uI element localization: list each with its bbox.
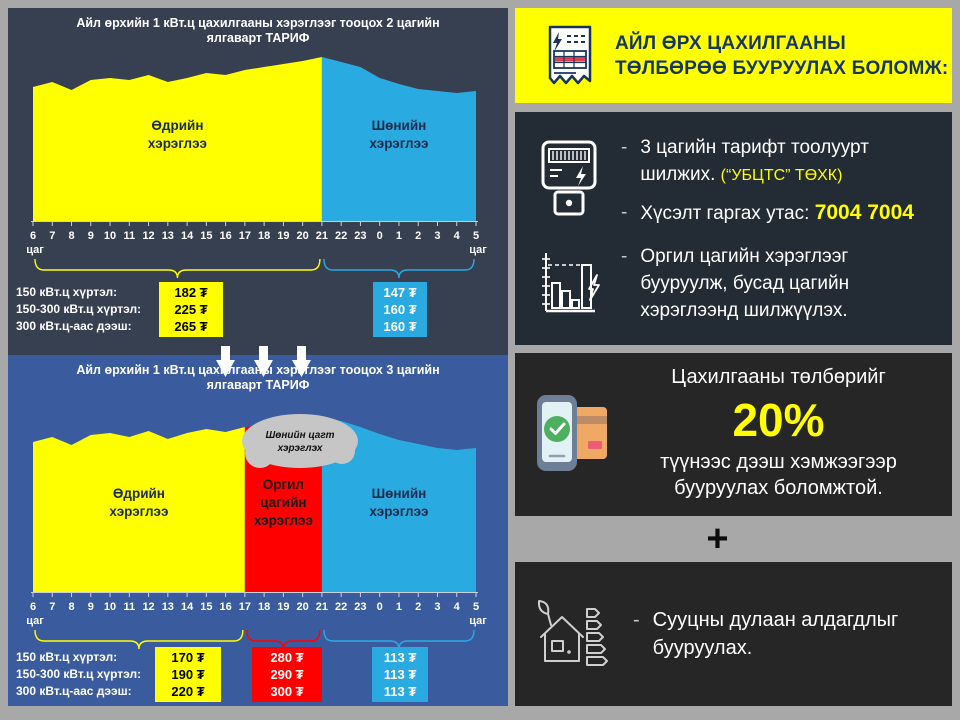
eco-house-icon	[537, 600, 608, 666]
tariff-row-labels: 150 кВт.ц хүртэл: 150-300 кВт.ц хүртэл: 30…	[16, 650, 142, 698]
advice-panel-tariff: - 3 цагийн тарифт тоолуурт шилжих. (“УБЦ…	[515, 112, 952, 345]
two-rate-tariff-table: 150 кВт.ц хүртэл: 150-300 кВт.ц хүртэл: 30…	[8, 8, 508, 355]
heat-loss-panel: - Сууцны дулаан алдагдлыг бууруулах.	[515, 562, 952, 706]
savings-percent: 20%	[732, 394, 825, 446]
electric-bill-icon	[548, 25, 592, 84]
down-arrows-icon	[216, 346, 311, 377]
tariff-value-box: 147 ₮ 160 ₮ 160 ₮	[373, 282, 427, 337]
tariff-value-box: 113 ₮ 113 ₮ 113 ₮	[372, 647, 428, 702]
company-note: (“УБЦТС” ТӨХК)	[720, 167, 843, 184]
chart-title-two-rate: Айл өрхийн 1 кВт.ц цахилгааны хэрэглээг …	[76, 16, 440, 45]
heat-loss-text: Сууцны дулаан алдагдлыг бууруулах.	[652, 609, 899, 659]
savings-line1: Цахилгааны төлбөрийг	[671, 366, 886, 388]
advice-text: Оргил цагийн хэрэглээг бууруулж, бусад ц…	[640, 246, 850, 321]
tariff-value-box: 170 ₮ 190 ₮ 220 ₮	[155, 647, 221, 702]
savings-line2: түүнээс дээш хэмжээгээр бууруулах боломж…	[660, 451, 897, 499]
savings-text: Цахилгааны төлбөрийг 20% түүнээс дээш хэ…	[613, 363, 944, 501]
two-rate-tariff-chart-panel: Айл өрхийн 1 кВт.ц цахилгааны хэрэглээг …	[8, 8, 508, 355]
phone-number: 7004 7004	[814, 201, 914, 224]
advice-item-phone: - Хүсэлт гаргах утас: 7004 7004	[621, 199, 932, 227]
savings-panel: Цахилгааны төлбөрийг 20% түүнээс дээш хэ…	[515, 353, 952, 516]
advice-text: 3 цагийн тарифт тоолуурт шилжих.	[640, 137, 869, 185]
bullet-dash: -	[621, 137, 628, 158]
plus-sign: +	[706, 517, 729, 560]
peak-load-chart-icon	[542, 252, 600, 312]
chart-title-three-rate: Айл өрхийн 1 кВт.ц цахилгааны хэрэглээг …	[76, 363, 440, 392]
advice-item-shift-load: - Оргил цагийн хэрэглээг бууруулж, бусад…	[621, 243, 932, 324]
bullet-dash: -	[621, 246, 628, 267]
heat-loss-item: - Сууцны дулаан алдагдлыг бууруулах.	[633, 606, 923, 662]
header-title: АЙЛ ӨРХ ЦАХИЛГААНЫ ТӨЛБӨРӨӨ БУУРУУЛАХ БО…	[615, 32, 949, 79]
header-banner: АЙЛ ӨРХ ЦАХИЛГААНЫ ТӨЛБӨРӨӨ БУУРУУЛАХ БО…	[515, 8, 952, 103]
advice-item-switch-tariff: - 3 цагийн тарифт тоолуурт шилжих. (“УБЦ…	[621, 134, 932, 189]
three-rate-tariff-table: 150 кВт.ц хүртэл: 150-300 кВт.ц хүртэл: 30…	[8, 355, 508, 706]
tariff-value-box: 182 ₮ 225 ₮ 265 ₮	[159, 282, 223, 337]
bullet-dash: -	[621, 202, 628, 223]
plus-divider: +	[515, 516, 952, 562]
tariff-row-labels: 150 кВт.ц хүртэл: 150-300 кВт.ц хүртэл: 30…	[16, 285, 142, 333]
phone-payment-icon	[537, 395, 607, 471]
tariff-value-box: 280 ₮ 290 ₮ 300 ₮	[252, 647, 322, 702]
three-rate-tariff-chart-panel: Айл өрхийн 1 кВт.ц цахилгааны хэрэглээг …	[8, 355, 508, 706]
bullet-dash: -	[633, 609, 640, 631]
electric-meter-icon	[541, 140, 597, 215]
phone-label: Хүсэлт гаргах утас:	[640, 203, 815, 224]
